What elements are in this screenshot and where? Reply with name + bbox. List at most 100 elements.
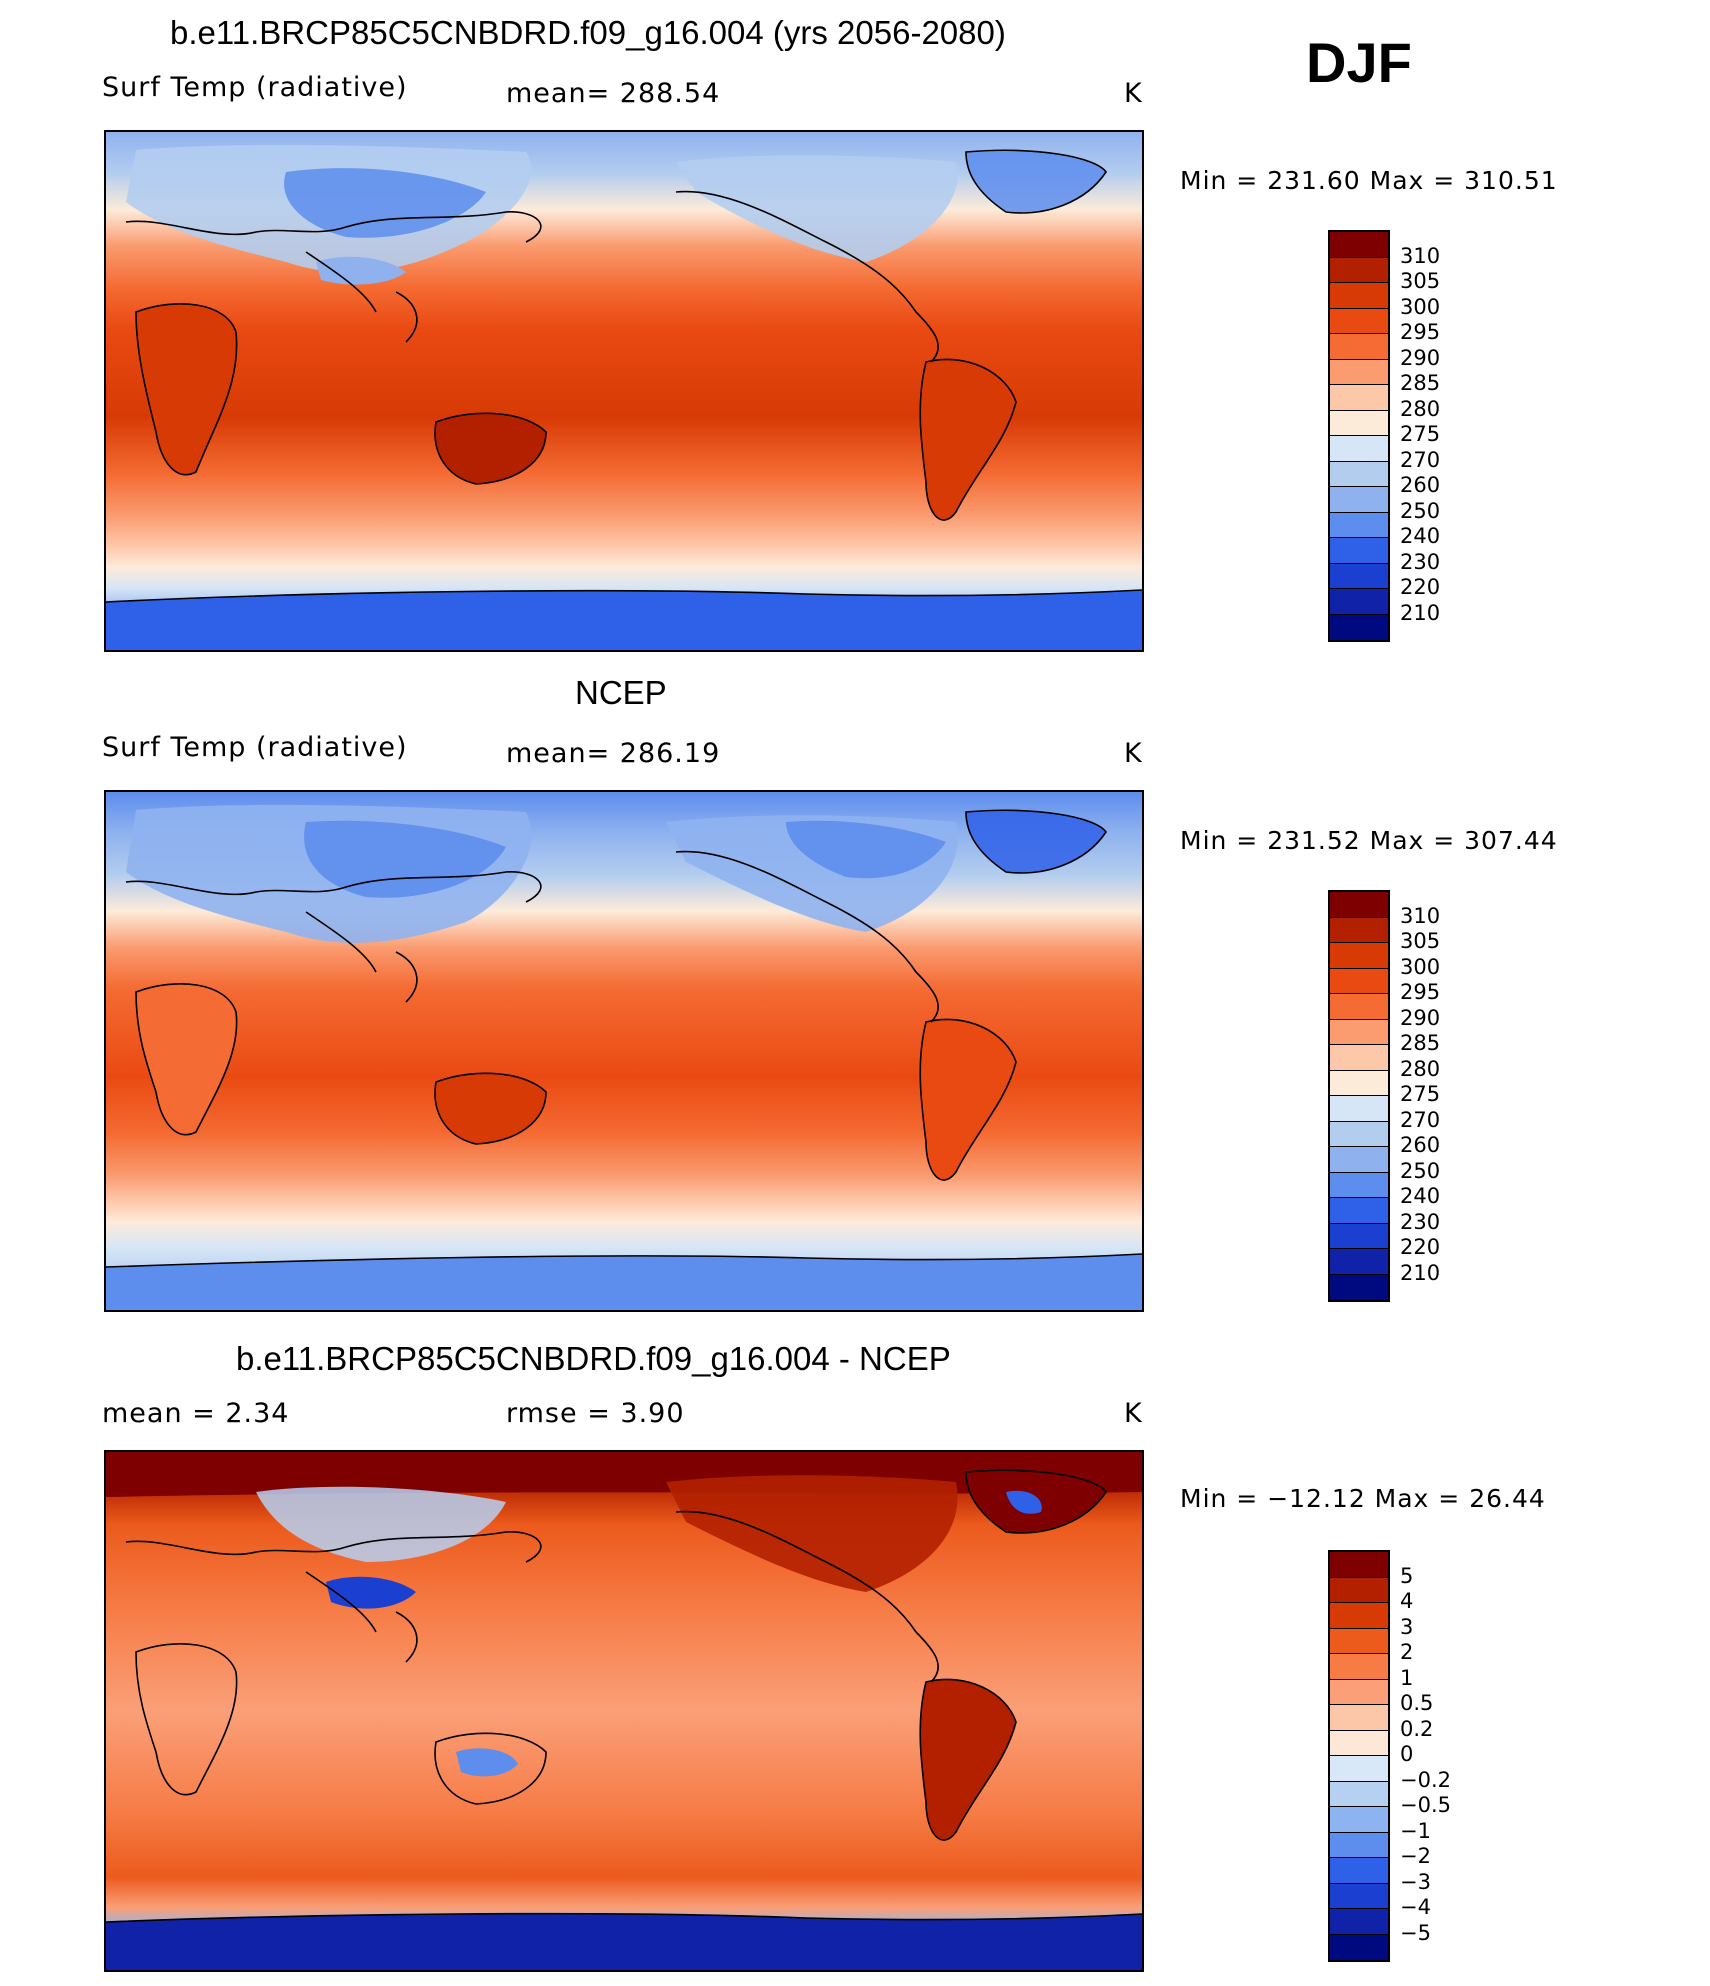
colorbar-tick-label: 210 [1400, 600, 1441, 625]
colorbar-swatch [1330, 589, 1388, 615]
panel-3-rmse-label: rmse = 3.90 [506, 1398, 685, 1429]
colorbar-tick-label: 300 [1400, 954, 1441, 979]
panel-2-mean-label: mean= 286.19 [506, 738, 721, 769]
panel-3-coastlines [106, 1469, 1142, 1923]
colorbar-swatch [1330, 1781, 1388, 1807]
colorbar-swatch [1330, 1172, 1388, 1198]
panel-3-south-america-warm [920, 1679, 1016, 1841]
panel-3-tibet-negative [326, 1576, 416, 1609]
panel-2-greenland-cold-core [966, 810, 1106, 873]
panel-3-title: b.e11.BRCP85C5CNBDRD.f09_g16.004 - NCEP [236, 1340, 951, 1377]
panel-2-min-max: Min = 231.52 Max = 307.44 [1180, 826, 1558, 855]
panel-3-antarctica-negative [106, 1913, 1142, 1970]
panel-1-map [104, 130, 1144, 652]
colorbar-tick-label: 310 [1400, 243, 1441, 268]
colorbar-tick-label: 230 [1400, 1209, 1441, 1234]
colorbar-swatch [1330, 1883, 1388, 1909]
colorbar-tick-label: 0 [1400, 1742, 1414, 1766]
colorbar-tick-label: −0.5 [1400, 1793, 1451, 1817]
panel-3-greenland-negative [1006, 1490, 1042, 1514]
colorbar-swatch [1330, 614, 1388, 640]
colorbar-swatch [1330, 436, 1388, 462]
colorbar-swatch [1330, 892, 1388, 918]
panel-1-australia-warm [435, 413, 546, 484]
colorbar-tick-label: 5 [1400, 1563, 1414, 1588]
colorbar-swatch [1330, 334, 1388, 360]
panel-2-title: NCEP [575, 674, 667, 711]
panel-2-australia-warm [435, 1073, 546, 1144]
colorbar-tick-label: 300 [1400, 294, 1441, 319]
colorbar-tick-label: 270 [1400, 447, 1441, 472]
panel-2-siberia-cold-core [304, 820, 506, 898]
panel-2-antarctica [106, 1254, 1142, 1310]
colorbar-tick-label: 240 [1400, 524, 1441, 548]
panel-1-tibet-cold-spot [316, 256, 406, 285]
colorbar-swatch [1330, 461, 1388, 487]
colorbar-tick-label: 310 [1400, 903, 1441, 928]
colorbar-swatch [1330, 385, 1388, 411]
colorbar-tick-label: 3 [1400, 1614, 1414, 1639]
colorbar-tick-label: 240 [1400, 1184, 1441, 1208]
panel-1-colorbar [1328, 230, 1390, 642]
panel-3-north-america-warm [666, 1475, 958, 1592]
colorbar-swatch [1330, 538, 1388, 564]
panel-1-units: K [1124, 78, 1143, 109]
panel-1-antarctica [106, 590, 1142, 650]
colorbar-swatch [1330, 1552, 1388, 1578]
colorbar-swatch [1330, 917, 1388, 943]
colorbar-swatch [1330, 1628, 1388, 1654]
panel-1-title: b.e11.BRCP85C5CNBDRD.f09_g16.004 (yrs 20… [170, 14, 1006, 51]
panel-2-coastlines [106, 809, 1142, 1268]
colorbar-tick-label: −1 [1400, 1818, 1431, 1843]
colorbar-tick-label: 275 [1400, 1082, 1441, 1106]
panel-2-africa-warm [136, 983, 237, 1135]
colorbar-tick-label: 0.5 [1400, 1691, 1434, 1715]
panel-3-colorbar [1328, 1550, 1390, 1962]
colorbar-swatch [1330, 1121, 1388, 1147]
colorbar-swatch [1330, 1147, 1388, 1173]
colorbar-swatch [1330, 1223, 1388, 1249]
panel-3-units: K [1124, 1398, 1143, 1429]
colorbar-swatch [1330, 1832, 1388, 1858]
colorbar-swatch [1330, 1045, 1388, 1071]
colorbar-swatch [1330, 1577, 1388, 1603]
colorbar-tick-label: −3 [1400, 1869, 1431, 1894]
colorbar-swatch [1330, 487, 1388, 513]
colorbar-tick-label: 0.2 [1400, 1716, 1434, 1741]
colorbar-swatch [1330, 563, 1388, 589]
colorbar-tick-label: 250 [1400, 1158, 1441, 1183]
colorbar-swatch [1330, 1909, 1388, 1935]
colorbar-swatch [1330, 1730, 1388, 1756]
colorbar-swatch [1330, 1807, 1388, 1833]
colorbar-tick-label: −4 [1400, 1895, 1431, 1919]
panel-3-australia-negative [456, 1748, 518, 1777]
colorbar-swatch [1330, 1096, 1388, 1122]
panel-1-coastlines [106, 149, 1142, 603]
colorbar-swatch [1330, 1705, 1388, 1731]
colorbar-swatch [1330, 994, 1388, 1020]
colorbar-tick-label: 260 [1400, 1133, 1441, 1157]
colorbar-tick-label: 220 [1400, 1235, 1441, 1259]
colorbar-tick-label: 260 [1400, 473, 1441, 497]
colorbar-tick-label: 2 [1400, 1640, 1414, 1664]
colorbar-swatch [1330, 1756, 1388, 1782]
colorbar-tick-label: −2 [1400, 1844, 1431, 1868]
panel-1-africa-warm [136, 303, 237, 475]
colorbar-swatch [1330, 1934, 1388, 1960]
colorbar-swatch [1330, 359, 1388, 385]
panel-1-south-america-warm [920, 359, 1016, 521]
panel-1-north-america-cold-region [676, 155, 958, 262]
panel-2-map [104, 790, 1144, 1312]
colorbar-tick-label: 305 [1400, 269, 1441, 293]
colorbar-swatch [1330, 1274, 1388, 1300]
colorbar-swatch [1330, 232, 1388, 258]
colorbar-tick-label: 295 [1400, 320, 1441, 344]
colorbar-swatch [1330, 1858, 1388, 1884]
colorbar-tick-label: −5 [1400, 1920, 1431, 1945]
colorbar-tick-label: 285 [1400, 371, 1441, 395]
colorbar-tick-label: 1 [1400, 1665, 1414, 1690]
colorbar-tick-label: 220 [1400, 575, 1441, 599]
colorbar-swatch [1330, 1070, 1388, 1096]
panel-2-variable-label: Surf Temp (radiative) [102, 732, 408, 763]
colorbar-swatch [1330, 1603, 1388, 1629]
